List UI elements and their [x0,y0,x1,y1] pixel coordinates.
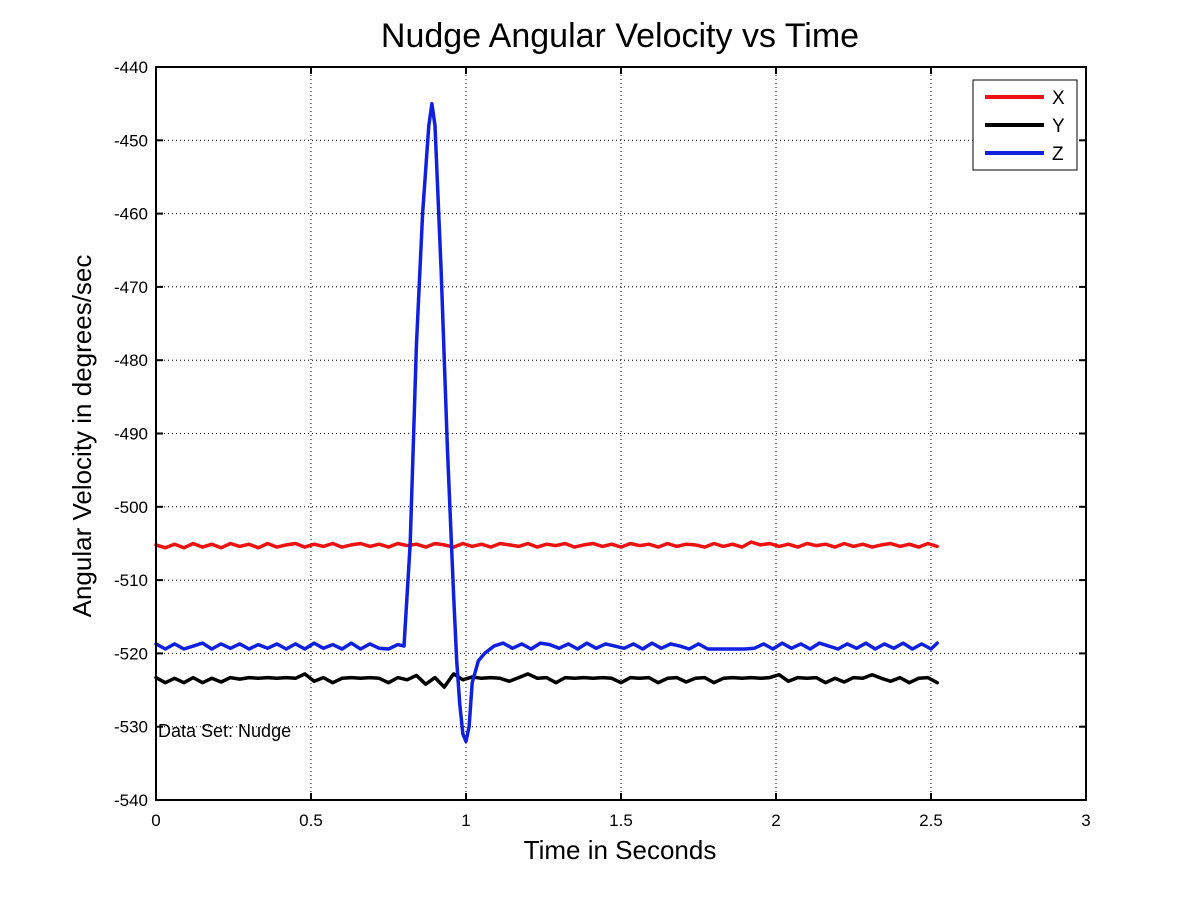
y-tick-label: -510 [114,571,148,590]
y-tick-labels: -440 -450 -460 -470 -480 -490 -500 -510 -520 -530… [114,58,148,810]
y-tick-label: -540 [114,791,148,810]
series-line-z [154,101,939,744]
x-axis-label: Time in Seconds [524,835,717,865]
x-tick-label: 0.5 [299,811,323,830]
y-tick-label: -500 [114,498,148,517]
y-tick-label: -450 [114,131,148,150]
y-tick-label: -460 [114,205,148,224]
y-tick-label: -490 [114,425,148,444]
series-line-y [154,672,939,689]
ticks [155,66,1087,801]
x-tick-labels: 0 0.5 1 1.5 2 2.5 3 [151,811,1090,830]
x-tick-label: 1 [461,811,470,830]
series-line-x [154,540,939,550]
legend-label-y: Y [1052,116,1065,137]
data-set-annotation: Data Set: Nudge [158,721,291,741]
legend: X Y Z [972,79,1078,171]
x-tick-label: 0 [151,811,160,830]
x-tick-label: 3 [1081,811,1090,830]
series-layer [154,101,939,744]
chart-title: Nudge Angular Velocity vs Time [381,17,859,55]
legend-label-x: X [1052,88,1065,109]
legend-label-z: Z [1052,144,1064,165]
x-tick-label: 2.5 [919,811,943,830]
y-tick-label: -530 [114,718,148,737]
grid [156,67,1086,800]
y-axis-label: Angular Velocity in degrees/sec [67,255,97,618]
y-tick-label: -470 [114,278,148,297]
y-tick-label: -520 [114,644,148,663]
y-tick-label: -480 [114,351,148,370]
x-tick-label: 2 [771,811,780,830]
y-tick-label: -440 [114,58,148,77]
x-tick-label: 1.5 [609,811,633,830]
